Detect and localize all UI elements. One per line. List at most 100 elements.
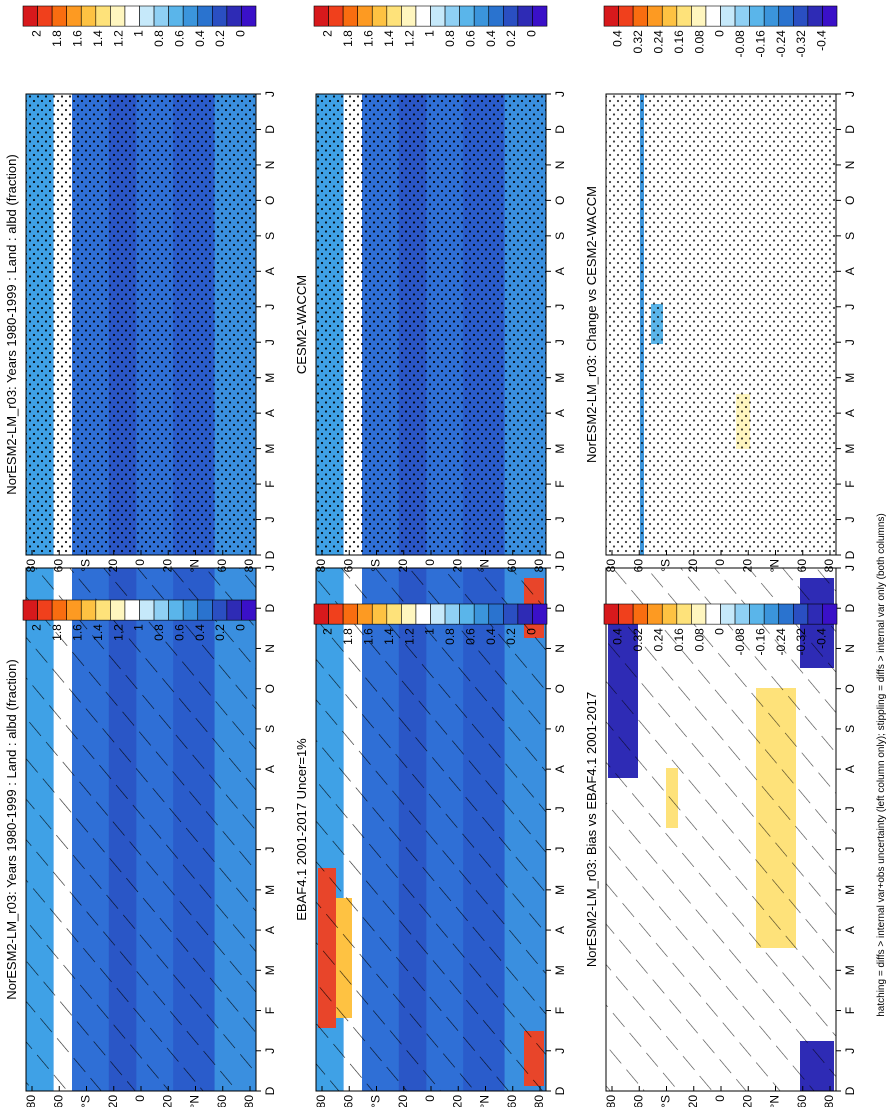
colorbar-label: 0 — [713, 628, 727, 635]
colorbar-label: 0.16 — [672, 30, 686, 54]
colorbar-label: 0.6 — [172, 30, 186, 47]
y-tick-label: 20 — [160, 1095, 174, 1107]
panel-title: NorESM2-LM_r03: Years 1980-1999 : Land :… — [4, 659, 19, 999]
x-tick-label: M — [263, 373, 277, 383]
x-tick-label: A — [843, 926, 857, 934]
colorbar-swatch — [517, 5, 533, 27]
colorbar-label: -0.16 — [753, 30, 767, 58]
y-tick-label: °N — [768, 559, 782, 572]
x-tick-label: F — [553, 1007, 567, 1014]
colorbar-swatch — [720, 5, 736, 27]
y-tick-label: °S — [659, 559, 673, 572]
y-tick-label: 20 — [106, 559, 120, 573]
colorbar-swatch — [212, 5, 228, 27]
x-tick-label: D — [263, 604, 277, 613]
y-tick-label: 20 — [396, 559, 410, 573]
colorbar-label: 0.24 — [652, 30, 666, 54]
stippling-overlay — [606, 94, 836, 555]
x-tick-label: A — [263, 409, 277, 417]
x-tick-label: N — [553, 161, 567, 170]
x-tick-label: A — [263, 267, 277, 275]
x-tick-label: J — [553, 1048, 567, 1054]
colorbar-swatch — [110, 5, 126, 27]
y-tick-label: 80 — [532, 559, 546, 573]
x-tick-label: M — [843, 373, 857, 383]
y-tick-label: 60 — [505, 1095, 519, 1107]
y-tick-label: °N — [188, 1095, 202, 1107]
x-tick-label: D — [263, 550, 277, 559]
colorbar-swatch — [444, 5, 460, 27]
colorbar-swatch — [444, 603, 460, 625]
colorbar-swatch — [37, 5, 53, 27]
colorbar-label: -0.4 — [815, 30, 829, 51]
colorbar-label: 2 — [30, 30, 44, 37]
colorbar-label: 0.6 — [463, 30, 477, 47]
colorbar-swatch — [763, 5, 780, 27]
y-tick-label: 80 — [604, 1095, 618, 1107]
colorbar-label: -0.32 — [794, 30, 808, 58]
y-tick-label: °N — [188, 559, 202, 572]
colorbar-label: 0.2 — [504, 628, 518, 645]
x-tick-label: J — [843, 847, 857, 853]
y-tick-label: 80 — [242, 559, 256, 573]
x-tick-label: F — [843, 1007, 857, 1014]
y-tick-label: 80 — [24, 1095, 38, 1107]
colorbar-label: 1.8 — [50, 30, 64, 47]
y-tick-label: 60 — [341, 1095, 355, 1107]
colorbar-swatch — [488, 5, 504, 27]
colorbar-swatch — [415, 603, 431, 625]
x-tick-label: J — [843, 806, 857, 812]
x-tick-label: J — [843, 565, 857, 571]
x-tick-label: D — [263, 125, 277, 134]
colorbar-label: 1.2 — [111, 624, 125, 641]
x-tick-label: J — [843, 517, 857, 523]
colorbar-label: 0.16 — [672, 628, 686, 652]
y-tick-label: 60 — [341, 559, 355, 573]
x-tick-label: D — [843, 125, 857, 134]
x-tick-label: F — [263, 1007, 277, 1014]
colorbar-label: 1.2 — [111, 30, 125, 47]
x-tick-label: J — [553, 91, 567, 97]
colorbar-swatch — [139, 599, 155, 621]
y-tick-label: 0 — [423, 1095, 437, 1102]
colorbar-swatch — [778, 603, 794, 625]
hatching-overlay — [606, 568, 836, 1091]
colorbar-swatch — [386, 5, 402, 27]
chart-panel-bottom-left: J D N O S A J J M A M F J D 80 60 °S 20 0 20 °N 60 80 NorESM2-L… — [584, 565, 857, 1108]
colorbar-swatch — [749, 603, 765, 625]
x-tick-label: D — [263, 1086, 277, 1095]
colorbar-swatch — [691, 603, 707, 625]
colorbar-label: -0.24 — [774, 30, 788, 58]
colorbar-swatch — [124, 5, 140, 27]
colorbar-label: 1 — [423, 628, 437, 635]
colorbar-fraction: 2 1.8 1.6 1.4 1.2 1 0.8 0.6 0.4 0.2 0 — [22, 599, 257, 641]
colorbar-label: -0.16 — [753, 628, 767, 656]
colorbar-swatch — [488, 603, 504, 625]
colorbar-label: 2 — [30, 624, 44, 631]
colorbar-label: 1 — [132, 624, 146, 631]
colorbar-swatch — [517, 603, 533, 625]
colorbar-swatch — [661, 5, 678, 27]
colorbar-swatch — [401, 5, 417, 27]
x-tick-label: M — [553, 373, 567, 383]
colorbar-label: -0.08 — [733, 30, 747, 58]
colorbar-swatch — [459, 603, 475, 625]
hatching-overlay — [316, 568, 546, 1091]
x-tick-label: O — [263, 684, 277, 693]
colorbar-swatch — [153, 599, 169, 621]
figure-footnote: hatching = diffs > internal var+obs unce… — [876, 513, 887, 1017]
colorbar-label: 0 — [525, 628, 539, 635]
colorbar-label: 1.4 — [91, 30, 105, 47]
colorbar-swatch — [241, 599, 257, 621]
colorbar-label: 1 — [423, 30, 437, 37]
x-tick-label: J — [843, 91, 857, 97]
colorbar-swatch — [503, 5, 519, 27]
panel-title: EBAF4.1 2001-2017 Uncer=1% — [294, 738, 309, 921]
colorbar-label: 1.2 — [402, 628, 416, 645]
y-tick-label: 60 — [215, 1095, 229, 1107]
colorbar-label: 1.4 — [382, 30, 396, 47]
colorbar-label: 0.8 — [152, 30, 166, 47]
x-tick-label: N — [263, 644, 277, 653]
